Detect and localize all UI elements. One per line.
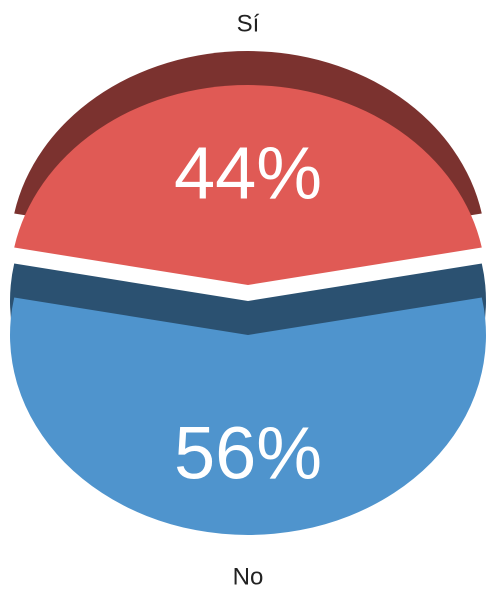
category-label: No xyxy=(233,563,264,590)
category-label: Sí xyxy=(237,10,260,37)
value-label: 56% xyxy=(174,412,322,495)
value-label: 44% xyxy=(174,132,322,215)
slice xyxy=(10,297,486,535)
slice xyxy=(14,84,482,285)
